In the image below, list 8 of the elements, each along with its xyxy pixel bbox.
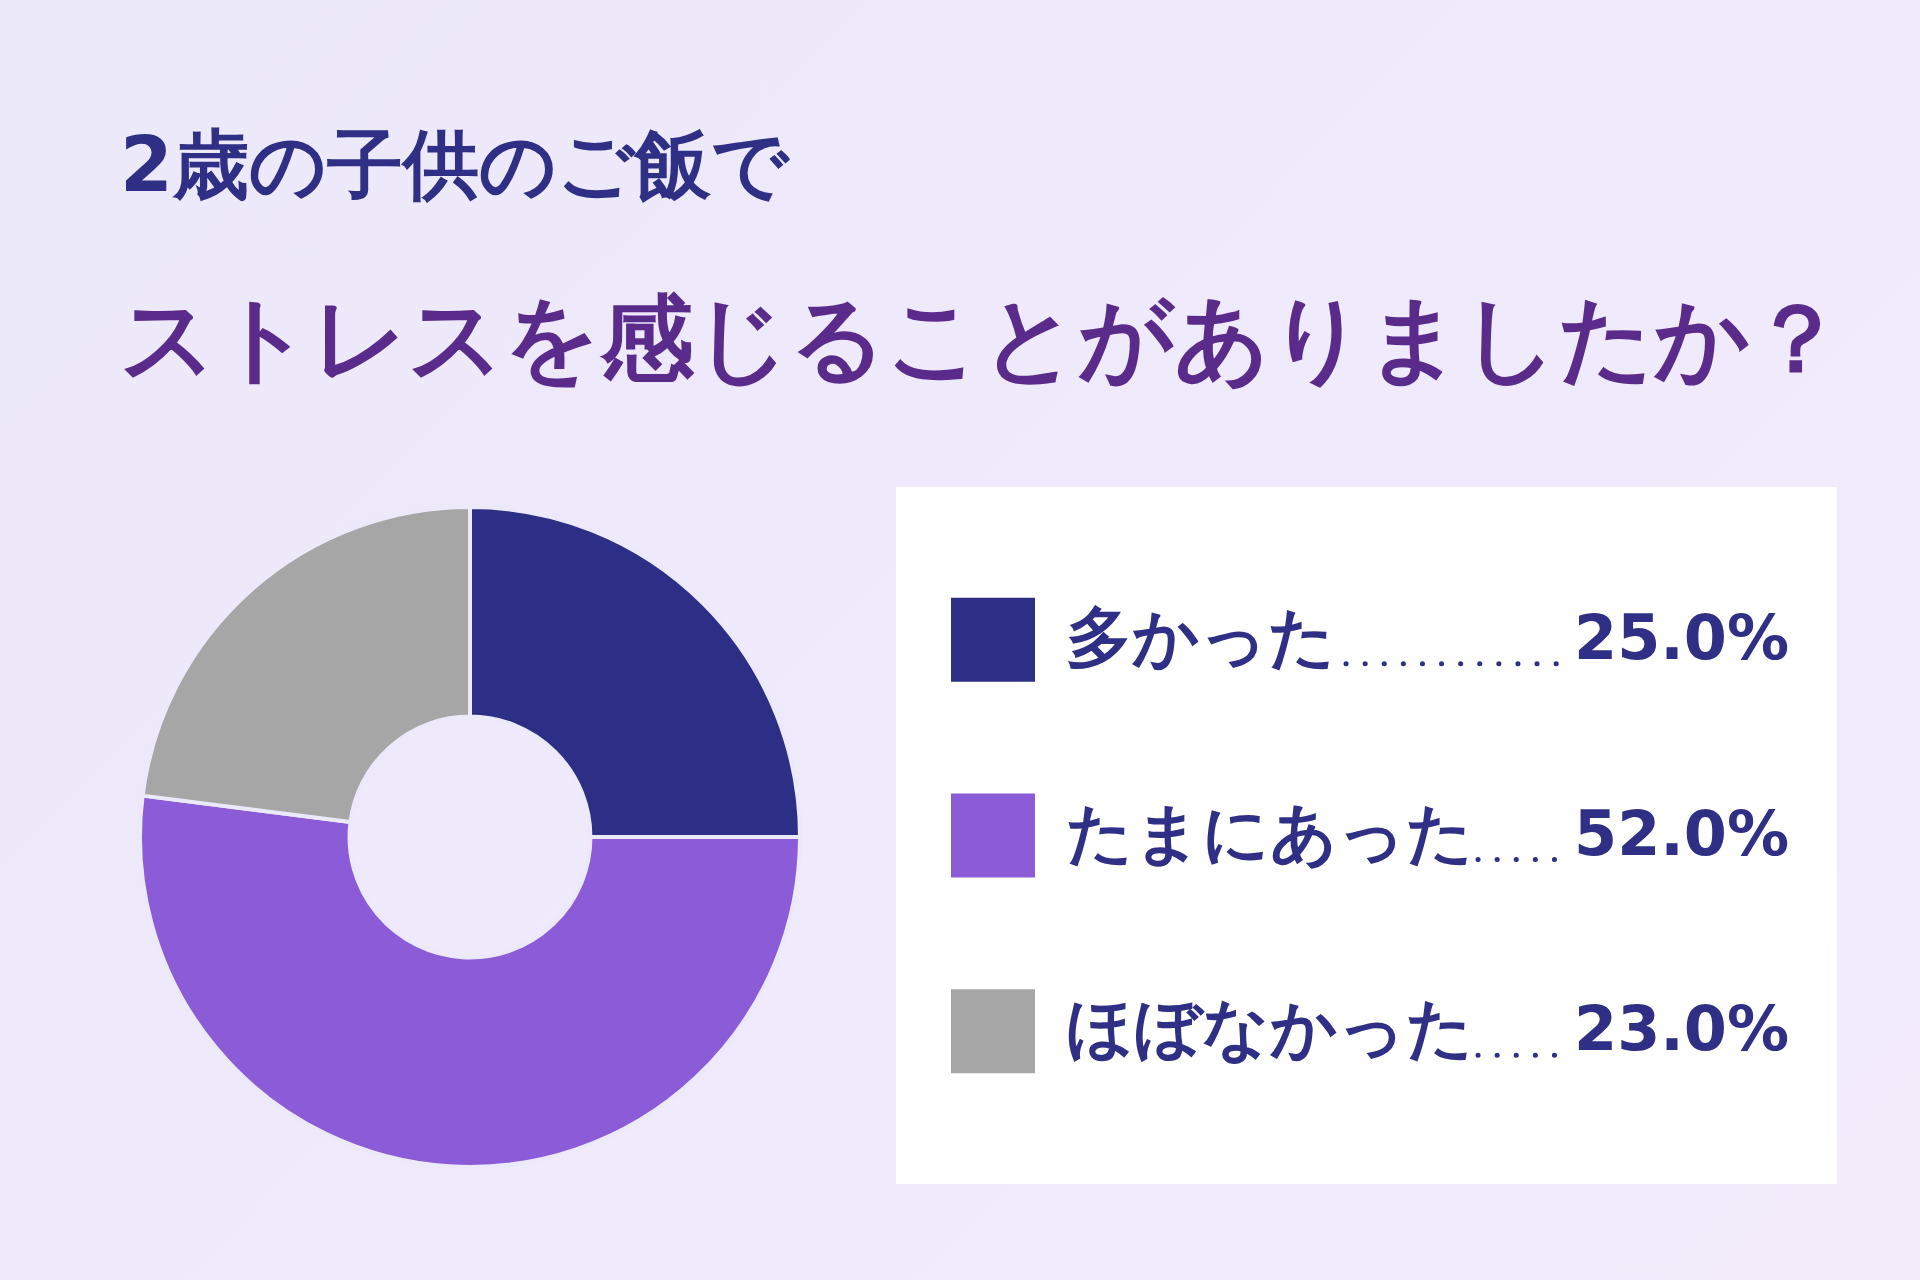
legend-label: 多かった — [1066, 598, 1336, 676]
data-label: 52.0% — [1574, 796, 1790, 870]
legend-label: ほぼなかった — [1066, 990, 1474, 1068]
chart-subtitle: ストレスを感じることがありましたか？ — [120, 284, 1844, 393]
chart-title: 2歳の子供のご飯で — [120, 120, 790, 209]
data-label: 23.0% — [1574, 992, 1790, 1066]
data-label: 25.0% — [1574, 600, 1790, 674]
legend-label: たまにあった — [1066, 794, 1474, 872]
